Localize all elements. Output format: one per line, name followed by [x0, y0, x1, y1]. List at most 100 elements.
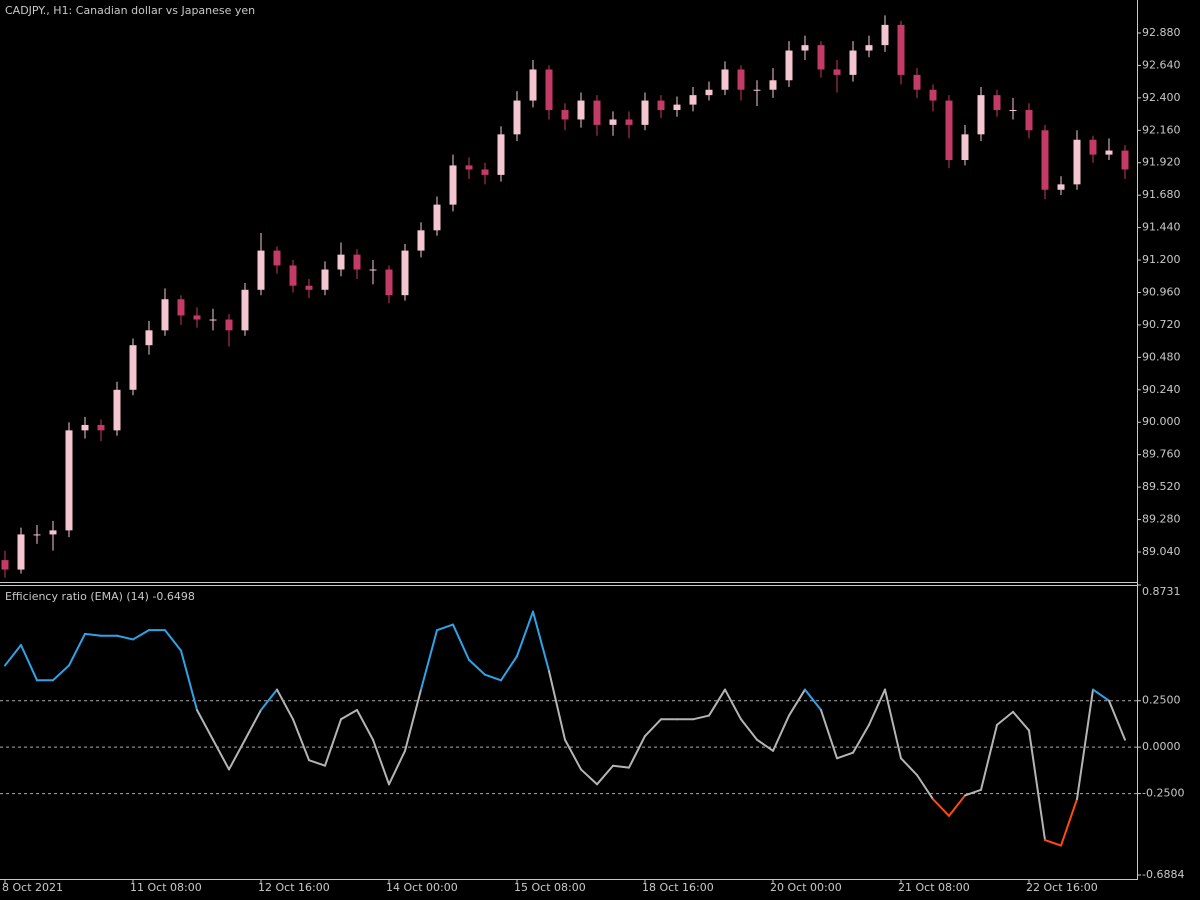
- indicator-segment: [180, 649, 198, 712]
- indicator-title: Efficiency ratio (EMA) (14) -0.6498: [5, 590, 195, 603]
- y-tick-label: 92.880: [1142, 26, 1181, 39]
- indicator-segment: [484, 673, 502, 682]
- candle-body: [961, 134, 969, 161]
- candle-body: [897, 24, 905, 75]
- indicator-segment: [212, 738, 230, 771]
- indicator-segment: [996, 710, 1014, 726]
- candle-body: [97, 424, 105, 431]
- indicator-segment: [436, 623, 454, 632]
- candle-body: [913, 74, 921, 90]
- candle-body: [433, 204, 441, 231]
- y-tick-label: 90.720: [1142, 318, 1181, 331]
- x-tick-label: 11 Oct 08:00: [130, 881, 202, 894]
- candle-body: [881, 24, 889, 46]
- indicator-segment: [452, 623, 470, 661]
- y-tick-label: 91.920: [1142, 156, 1181, 169]
- indicator-segment: [884, 688, 902, 760]
- y-tick-label: 89.040: [1142, 545, 1181, 558]
- y-tick-label: 89.760: [1142, 448, 1181, 461]
- indicator-segment: [340, 709, 358, 721]
- candle-body: [865, 45, 873, 51]
- indicator-segment: [84, 632, 102, 637]
- candle-body: [929, 89, 937, 101]
- candle-body: [497, 134, 505, 175]
- candle-body: [609, 119, 617, 125]
- candle-body: [1105, 150, 1113, 155]
- indicator-segment: [564, 738, 582, 771]
- candle-body: [273, 250, 281, 266]
- indicator-segment: [932, 798, 950, 817]
- candle-body: [561, 110, 569, 120]
- indicator-segment: [804, 688, 822, 712]
- candle-body: [769, 80, 777, 90]
- x-tick-label: 8 Oct 2021: [2, 881, 63, 894]
- indicator-segment: [388, 749, 406, 786]
- candle-body: [417, 230, 425, 251]
- candle-body: [481, 169, 489, 175]
- indicator-segment: [244, 709, 262, 741]
- candle-body: [305, 285, 313, 290]
- indicator-segment: [276, 688, 294, 721]
- indicator-segment: [644, 718, 662, 738]
- y-tick-label: 89.520: [1142, 480, 1181, 493]
- candle-body: [129, 345, 137, 390]
- y-tick-label: 91.200: [1142, 253, 1181, 266]
- candle-body: [465, 165, 473, 170]
- candle-body: [161, 299, 169, 331]
- candle-body: [529, 69, 537, 101]
- indicator-segment: [308, 759, 326, 767]
- indicator-segment: [772, 714, 790, 752]
- x-tick-label: 22 Oct 16:00: [1026, 881, 1098, 894]
- indicator-segment: [228, 738, 246, 771]
- indicator-segment: [1028, 729, 1046, 842]
- candle-body: [1089, 139, 1097, 155]
- indicator-segment: [1012, 710, 1030, 732]
- x-tick-label: 14 Oct 00:00: [386, 881, 458, 894]
- indicator-segment: [116, 634, 134, 641]
- indicator-segment: [324, 718, 342, 767]
- indicator-segment: [900, 757, 918, 777]
- y-tick-label: 90.000: [1142, 415, 1181, 428]
- candle-body: [449, 165, 457, 205]
- y-tick-label: 0.8731: [1142, 585, 1181, 598]
- x-tick-label: 21 Oct 08:00: [898, 881, 970, 894]
- x-tick-label: 20 Oct 00:00: [770, 881, 842, 894]
- indicator-segment: [836, 751, 854, 760]
- indicator-segment: [916, 774, 934, 801]
- indicator-segment: [356, 709, 374, 741]
- candle-body: [625, 119, 633, 125]
- x-tick-label: 15 Oct 08:00: [514, 881, 586, 894]
- candle-body: [241, 289, 249, 331]
- candle-body: [209, 319, 217, 321]
- indicator-segment: [500, 655, 518, 682]
- indicator-segment: [260, 688, 278, 712]
- candle-body: [785, 50, 793, 81]
- indicator-segment: [404, 688, 422, 752]
- y-tick-label: 0.2500: [1142, 694, 1181, 707]
- indicator-segment: [420, 629, 438, 691]
- indicator-segment: [372, 738, 390, 786]
- y-tick-label: 0.0000: [1142, 740, 1181, 753]
- candle-body: [225, 319, 233, 331]
- indicator-segment: [132, 629, 150, 641]
- candle-body: [657, 100, 665, 111]
- y-tick-label: 92.400: [1142, 91, 1181, 104]
- indicator-segment: [596, 764, 614, 786]
- candle-body: [1025, 110, 1033, 131]
- candle-body: [577, 100, 585, 120]
- candle-body: [353, 254, 361, 270]
- candle-body: [369, 269, 377, 271]
- chart-title: CADJPY., H1: Canadian dollar vs Japanese…: [5, 4, 255, 17]
- candle-body: [257, 250, 265, 290]
- candle-body: [705, 89, 713, 96]
- y-tick-label: -0.6884: [1142, 868, 1184, 881]
- indicator-segment: [1092, 688, 1110, 702]
- indicator-segment: [788, 688, 806, 717]
- candle-body: [337, 254, 345, 270]
- candle-body: [385, 269, 393, 296]
- y-tick-label: 91.440: [1142, 221, 1181, 234]
- y-tick-label: 92.640: [1142, 58, 1181, 71]
- indicator-segment: [724, 688, 742, 721]
